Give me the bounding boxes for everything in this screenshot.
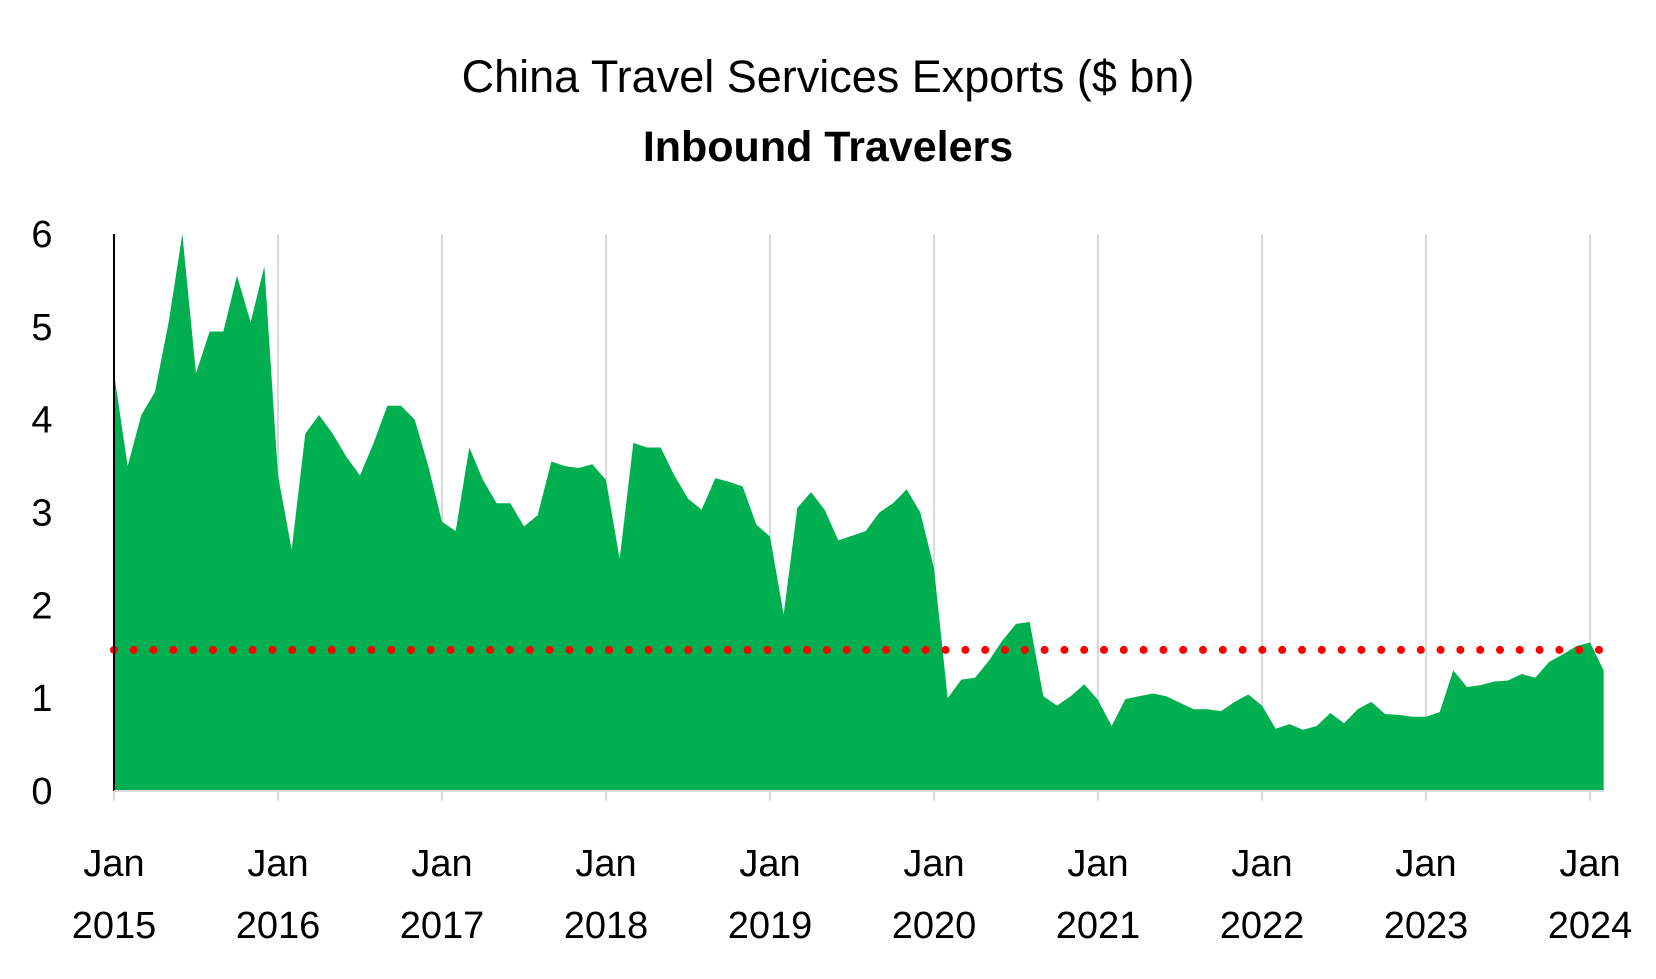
x-tick-month: Jan	[575, 843, 636, 885]
x-tick-year: 2018	[564, 905, 649, 947]
x-tick-month: Jan	[411, 843, 472, 885]
x-tick-year: 2022	[1220, 905, 1305, 947]
chart-subtitle: Inbound Travelers	[643, 123, 1013, 171]
x-tick-label: Jan 2021	[1056, 843, 1141, 947]
x-tick-month: Jan	[1395, 843, 1456, 885]
x-tick-label: Jan 2019	[728, 843, 813, 947]
x-tick-year: 2017	[400, 905, 485, 947]
y-tick-label: 5	[31, 307, 52, 349]
x-tick-month: Jan	[739, 843, 800, 885]
y-tick-label: 6	[31, 214, 52, 256]
x-tick-year: 2016	[236, 905, 321, 947]
y-tick-label: 0	[31, 771, 52, 813]
x-tick-year: 2024	[1548, 905, 1633, 947]
x-tick-label: Jan 2022	[1220, 843, 1305, 947]
x-tick-month: Jan	[903, 843, 964, 885]
x-tick-year: 2019	[728, 905, 813, 947]
y-tick-label: 4	[31, 400, 52, 442]
x-tick-month: Jan	[1067, 843, 1128, 885]
x-tick-month: Jan	[1231, 843, 1292, 885]
x-tick-year: 2020	[892, 905, 977, 947]
x-tick-label: Jan 2023	[1384, 843, 1469, 947]
x-tick-year: 2015	[72, 905, 157, 947]
y-axis-tick-labels: 0 1 2 3 4 5 6	[31, 214, 52, 813]
x-tick-month: Jan	[247, 843, 308, 885]
x-tick-year: 2021	[1056, 905, 1141, 947]
x-tick-label: Jan 2015	[72, 843, 157, 947]
x-tick-label: Jan 2018	[564, 843, 649, 947]
x-tick-year: 2023	[1384, 905, 1469, 947]
gridlines	[277, 234, 1591, 791]
area-series	[114, 234, 1604, 791]
chart-title: China Travel Services Exports ($ bn)	[462, 51, 1195, 102]
area-fill	[114, 234, 1604, 791]
x-tick-label: Jan 2016	[236, 843, 321, 947]
x-axis-tick-labels: Jan 2015 Jan 2016 Jan 2017 Jan 2018 Jan 2019 Jan 20…	[72, 843, 1633, 947]
y-tick-label: 2	[31, 585, 52, 627]
y-tick-label: 3	[31, 493, 52, 535]
axes	[113, 234, 1604, 801]
x-tick-label: Jan 2024	[1548, 843, 1633, 947]
y-tick-label: 1	[31, 678, 52, 720]
x-tick-month: Jan	[1559, 843, 1620, 885]
x-tick-month: Jan	[83, 843, 144, 885]
x-tick-label: Jan 2020	[892, 843, 977, 947]
x-tick-label: Jan 2017	[400, 843, 485, 947]
